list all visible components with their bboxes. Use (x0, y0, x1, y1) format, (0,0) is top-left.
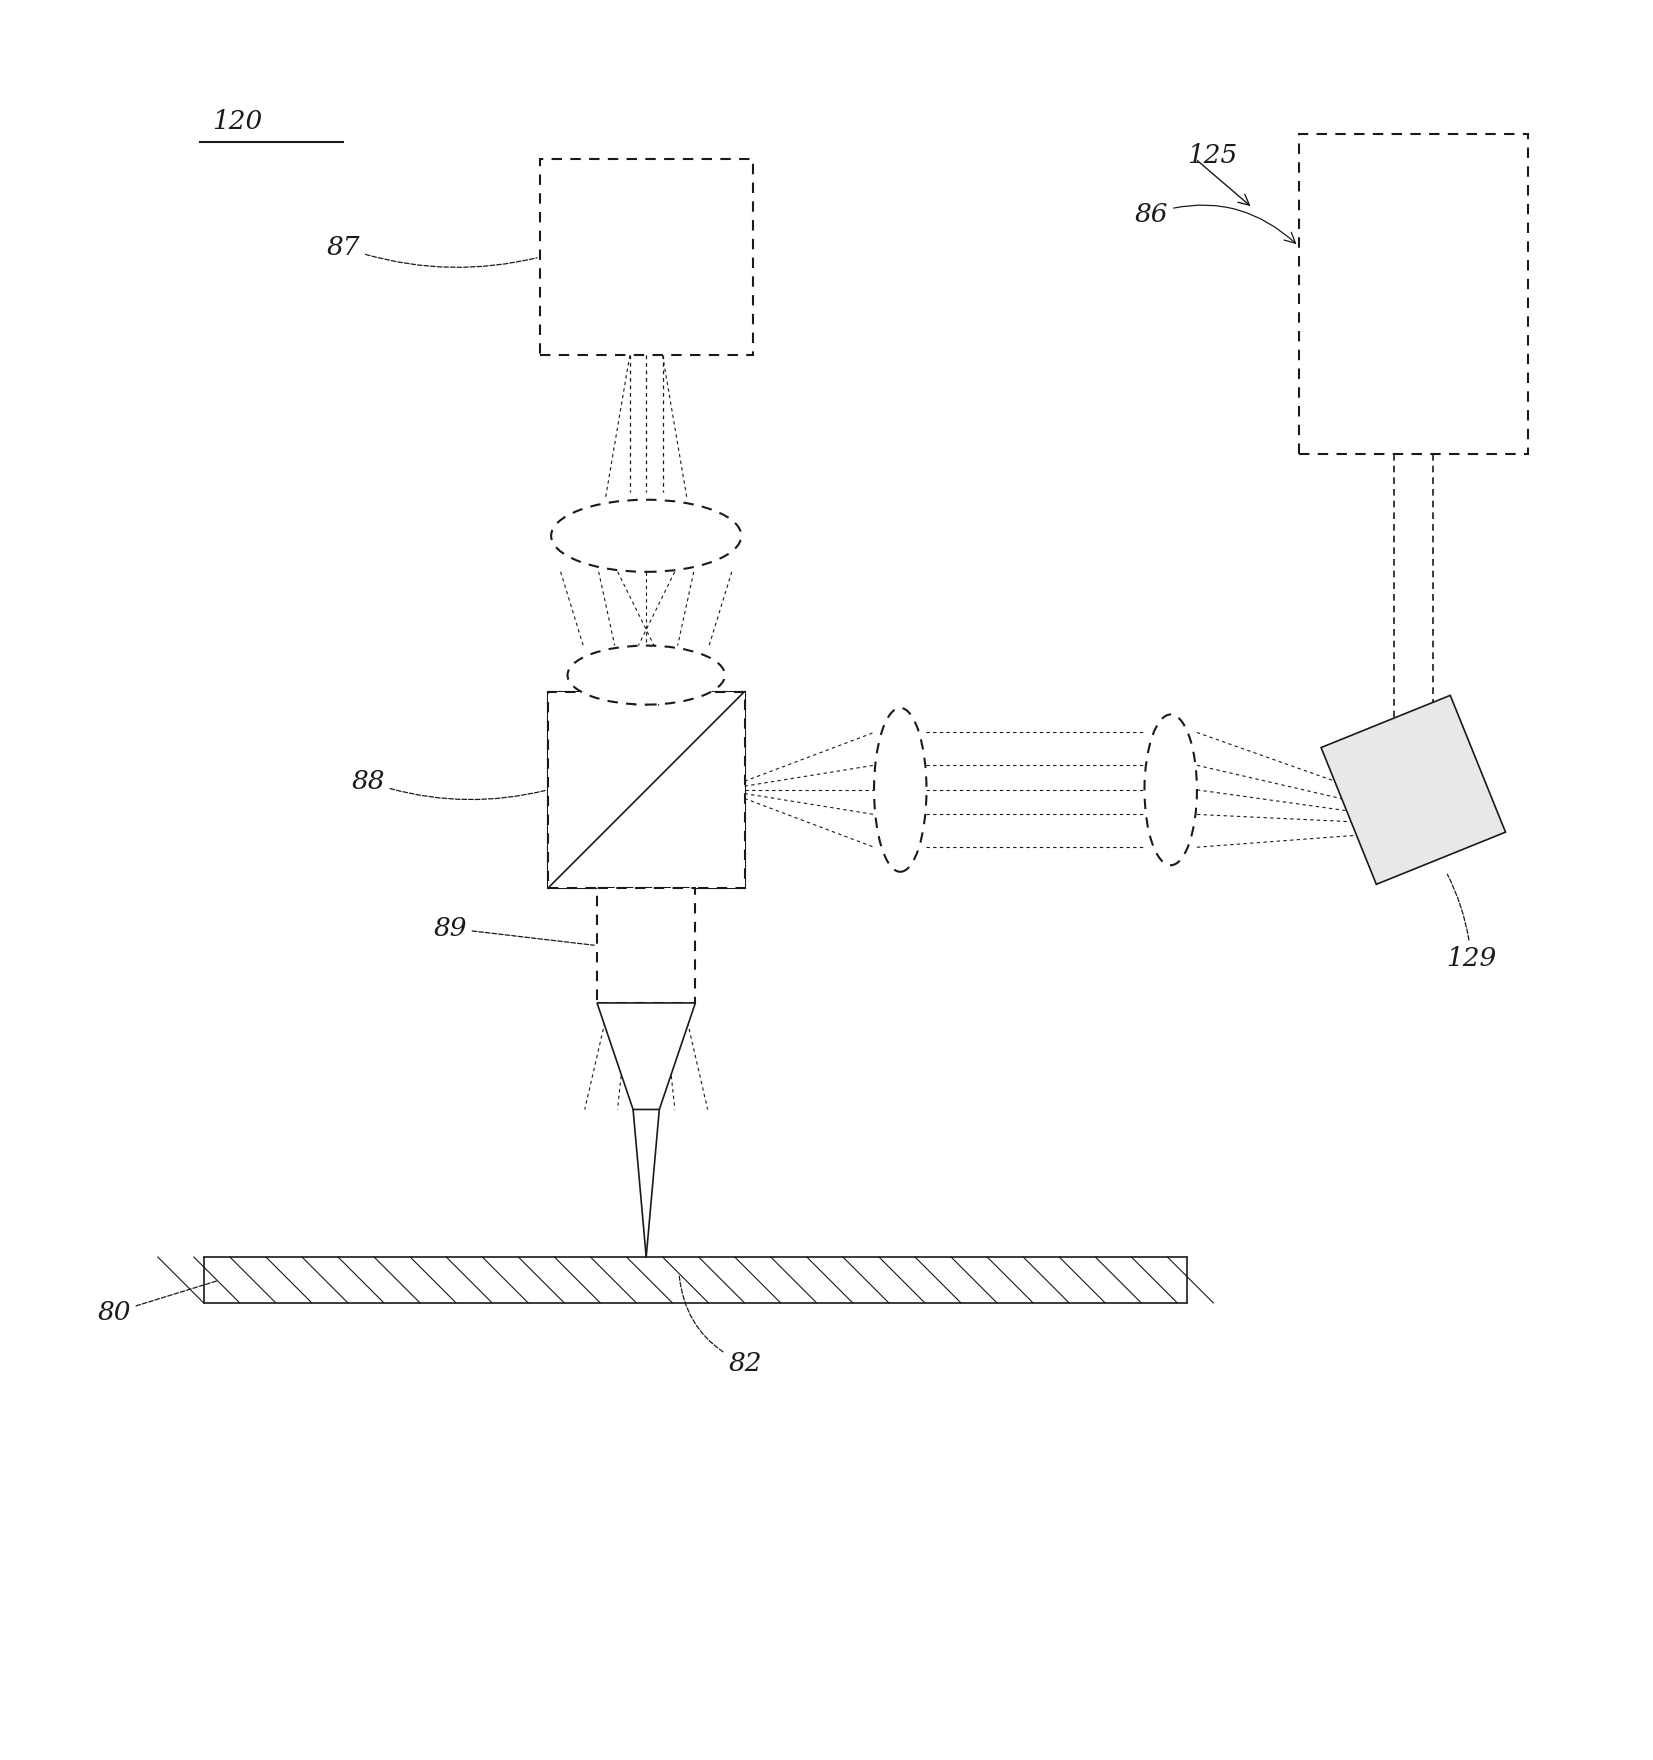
Text: 82: 82 (679, 1276, 762, 1376)
Text: 87: 87 (327, 234, 537, 268)
Text: 86: 86 (1134, 202, 1296, 243)
Polygon shape (1321, 695, 1506, 884)
Text: 89: 89 (433, 915, 595, 945)
Text: 80: 80 (98, 1281, 218, 1325)
Ellipse shape (874, 708, 926, 871)
Ellipse shape (567, 646, 726, 704)
Text: 120: 120 (212, 109, 263, 134)
Text: 125: 125 (1187, 143, 1238, 167)
Ellipse shape (1144, 715, 1197, 866)
Bar (547, 692, 744, 889)
Polygon shape (597, 1003, 696, 1109)
Bar (539, 158, 752, 356)
Bar (547, 692, 744, 889)
Bar (597, 889, 696, 1003)
Ellipse shape (550, 500, 741, 572)
Text: 88: 88 (350, 769, 545, 799)
Text: 129: 129 (1446, 875, 1496, 970)
Bar (1299, 134, 1527, 454)
